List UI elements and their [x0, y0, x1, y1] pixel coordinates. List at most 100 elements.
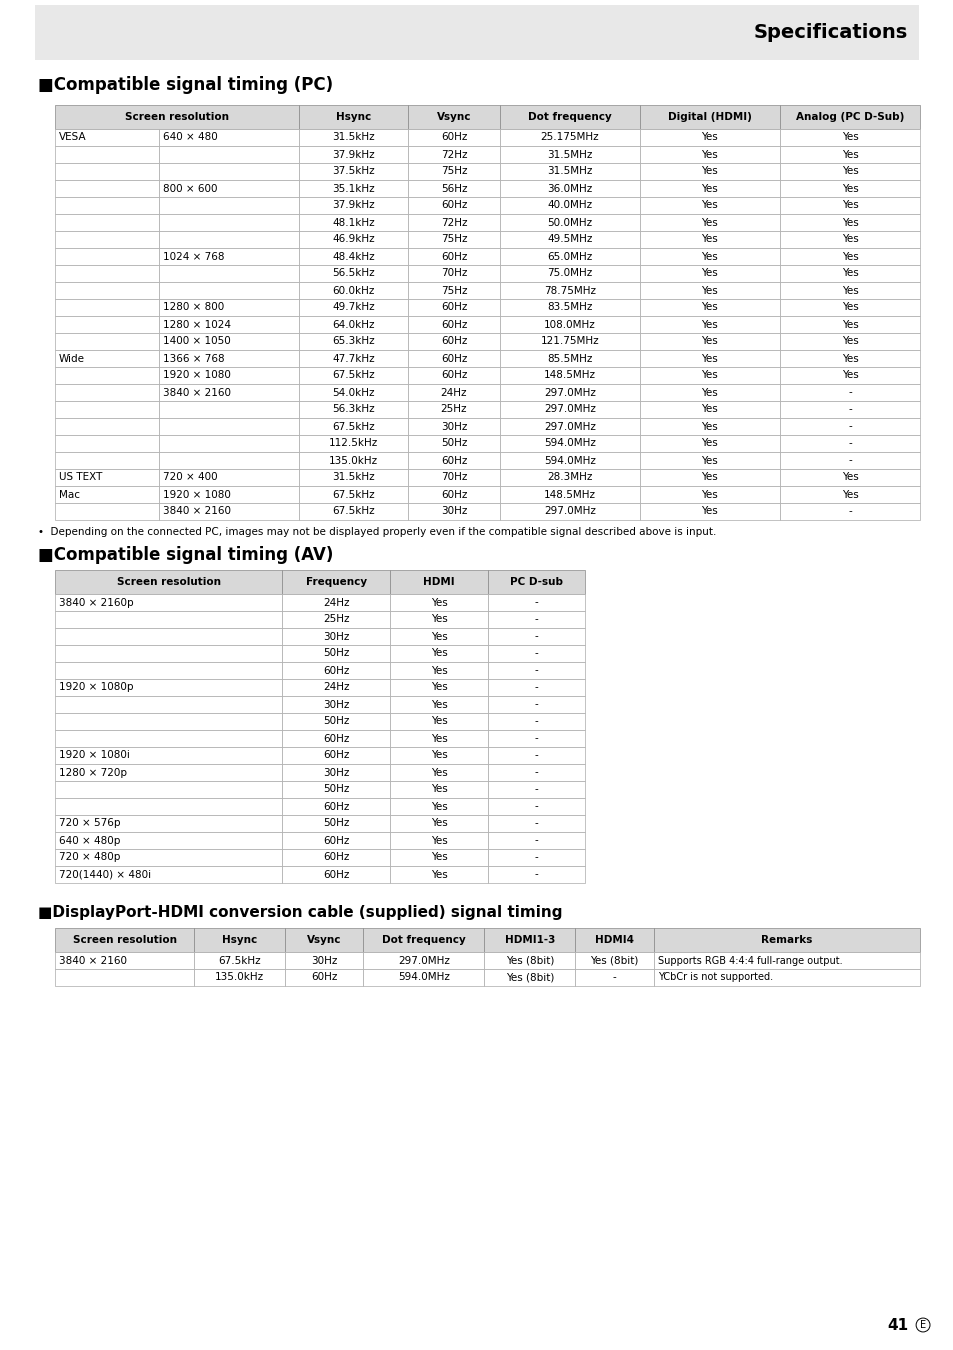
Bar: [298, 163, 408, 180]
Bar: [779, 180, 919, 197]
Bar: [390, 697, 487, 713]
Bar: [639, 298, 779, 316]
Bar: [779, 248, 919, 265]
Text: 30Hz: 30Hz: [440, 506, 467, 517]
Text: Yes: Yes: [841, 217, 858, 228]
Bar: [408, 316, 499, 333]
Bar: [55, 215, 158, 231]
Bar: [408, 401, 499, 418]
Bar: [55, 927, 193, 952]
Text: 800 × 600: 800 × 600: [162, 184, 217, 193]
Text: 720 × 400: 720 × 400: [162, 472, 217, 482]
Text: Yes: Yes: [430, 648, 447, 659]
Text: 297.0MHz: 297.0MHz: [543, 506, 595, 517]
Bar: [158, 333, 298, 350]
Text: 48.4kHz: 48.4kHz: [332, 251, 375, 262]
Text: Yes: Yes: [430, 836, 447, 845]
Text: Digital (HDMI): Digital (HDMI): [667, 112, 751, 122]
Bar: [499, 146, 639, 163]
Text: Yes: Yes: [700, 405, 718, 414]
Bar: [779, 282, 919, 298]
Bar: [499, 452, 639, 468]
Bar: [499, 468, 639, 486]
Text: 108.0MHz: 108.0MHz: [543, 320, 595, 329]
Bar: [55, 486, 158, 504]
Bar: [282, 662, 390, 679]
Bar: [298, 265, 408, 282]
Bar: [779, 418, 919, 435]
Bar: [499, 282, 639, 298]
Text: Remarks: Remarks: [760, 936, 812, 945]
Text: 37.9kHz: 37.9kHz: [332, 150, 375, 159]
Text: Yes: Yes: [700, 251, 718, 262]
Text: 60Hz: 60Hz: [440, 251, 467, 262]
Text: -: -: [534, 598, 537, 608]
Text: 1280 × 1024: 1280 × 1024: [162, 320, 231, 329]
Text: 1920 × 1080: 1920 × 1080: [162, 490, 231, 500]
Bar: [35, 5, 918, 59]
Bar: [282, 628, 390, 645]
Text: Yes: Yes: [841, 150, 858, 159]
Bar: [55, 782, 282, 798]
Bar: [298, 215, 408, 231]
Bar: [408, 248, 499, 265]
Text: 50Hz: 50Hz: [440, 439, 467, 448]
Bar: [499, 248, 639, 265]
Text: Yes: Yes: [841, 166, 858, 177]
Text: 148.5MHz: 148.5MHz: [543, 490, 595, 500]
Text: Yes: Yes: [430, 768, 447, 778]
Text: -: -: [534, 784, 537, 795]
Text: 60Hz: 60Hz: [440, 354, 467, 363]
Bar: [363, 952, 484, 969]
Text: Yes: Yes: [841, 336, 858, 347]
Bar: [282, 815, 390, 832]
Bar: [390, 570, 487, 594]
Text: 60Hz: 60Hz: [440, 455, 467, 466]
Bar: [487, 849, 584, 865]
Text: 24Hz: 24Hz: [323, 598, 349, 608]
Bar: [499, 435, 639, 452]
Text: -: -: [847, 439, 851, 448]
Bar: [55, 747, 282, 764]
Bar: [779, 265, 919, 282]
Text: ■Compatible signal timing (PC): ■Compatible signal timing (PC): [38, 76, 333, 95]
Text: Screen resolution: Screen resolution: [125, 112, 229, 122]
Bar: [298, 180, 408, 197]
Bar: [639, 350, 779, 367]
Text: 3840 × 2160p: 3840 × 2160p: [59, 598, 133, 608]
Bar: [158, 197, 298, 215]
Text: Yes: Yes: [700, 201, 718, 211]
Bar: [282, 594, 390, 612]
Text: 65.0MHz: 65.0MHz: [546, 251, 592, 262]
Bar: [408, 146, 499, 163]
Bar: [193, 969, 285, 986]
Text: 49.5MHz: 49.5MHz: [546, 235, 592, 244]
Text: 297.0MHz: 297.0MHz: [543, 387, 595, 397]
Bar: [484, 952, 575, 969]
Bar: [408, 486, 499, 504]
Text: -: -: [534, 614, 537, 625]
Bar: [779, 468, 919, 486]
Bar: [639, 504, 779, 520]
Bar: [55, 316, 158, 333]
Text: 720 × 480p: 720 × 480p: [59, 852, 120, 863]
Bar: [55, 468, 158, 486]
Text: 30Hz: 30Hz: [323, 768, 349, 778]
Text: Vsync: Vsync: [307, 936, 341, 945]
Text: Yes: Yes: [841, 285, 858, 296]
Text: Yes: Yes: [841, 132, 858, 143]
Text: 37.9kHz: 37.9kHz: [332, 201, 375, 211]
Text: 75.0MHz: 75.0MHz: [546, 269, 592, 278]
Text: Yes: Yes: [700, 302, 718, 312]
Text: 67.5kHz: 67.5kHz: [218, 956, 260, 965]
Bar: [390, 782, 487, 798]
Text: Yes: Yes: [841, 269, 858, 278]
Text: Yes: Yes: [700, 184, 718, 193]
Text: 24Hz: 24Hz: [440, 387, 467, 397]
Text: -: -: [534, 666, 537, 675]
Text: Yes: Yes: [430, 666, 447, 675]
Bar: [298, 316, 408, 333]
Bar: [639, 333, 779, 350]
Bar: [55, 265, 158, 282]
Text: 60Hz: 60Hz: [323, 751, 349, 760]
